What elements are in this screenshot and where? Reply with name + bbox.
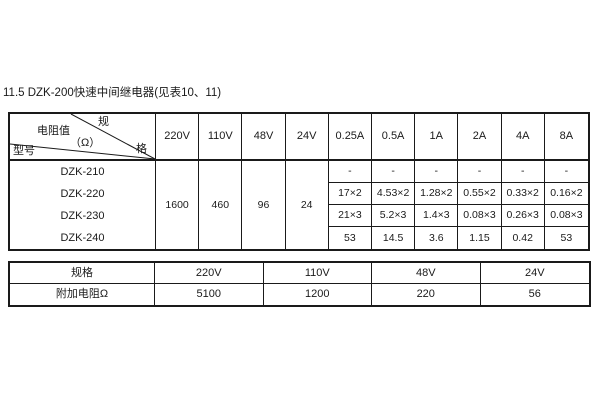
value-cell: 1.28×2	[415, 183, 459, 205]
model-column: DZK-210 DZK-220 DZK-230 DZK-240	[10, 161, 156, 249]
value-cell: -	[458, 161, 502, 183]
column-header-110v: 110V	[199, 114, 243, 161]
resistance-cell-48v: 220	[372, 284, 481, 305]
corner-header-cell: 规 格 电阻值 （Ω） 型号	[10, 114, 156, 161]
column-header-220v: 220V	[156, 114, 200, 161]
value-cell: -	[328, 161, 372, 183]
column-header-0-5a: 0.5A	[372, 114, 416, 161]
value-cell: -	[415, 161, 459, 183]
diagonal-lines	[10, 114, 155, 159]
resistance-cell-220v: 5100	[155, 284, 264, 305]
value-cell: 53	[329, 227, 372, 249]
corner-resistance-label: 电阻值	[37, 125, 70, 137]
column-header-1a: 1A	[415, 114, 459, 161]
spec-cell-24v: 24V	[480, 263, 589, 284]
value-cell: 1.15	[458, 227, 502, 249]
main-spec-table: 规 格 电阻值 （Ω） 型号 220V 110V 48V 24V 0.25A 0…	[8, 112, 590, 251]
value-cell: 21×3	[328, 205, 372, 227]
voltage-resistance-110v: 460	[199, 161, 243, 249]
corner-spec-char-2: 格	[136, 143, 147, 155]
value-cell: -	[501, 161, 545, 183]
spec-cell-110v: 110V	[263, 263, 372, 284]
spec-cell-220v: 220V	[155, 263, 264, 284]
value-cell: 53	[560, 231, 573, 244]
value-cell: 0.33×2	[501, 183, 545, 205]
value-cell: 0.16×2	[544, 183, 588, 205]
model-label-dzk-220: DZK-220	[60, 188, 105, 200]
value-cell: 0.26×3	[501, 205, 545, 227]
value-cell: 3.6	[415, 227, 459, 249]
resistance-cell-24v: 56	[528, 288, 541, 300]
corner-model-label: 型号	[13, 145, 35, 157]
column-header-0-25a: 0.25A	[328, 114, 372, 161]
resistance-cell-110v: 1200	[264, 284, 372, 305]
voltage-resistance-24v: 24	[286, 161, 329, 249]
value-cell: 17×2	[328, 183, 372, 205]
value-cell: 14.5	[372, 227, 416, 249]
section-title: 11.5 DZK-200快速中间继电器(见表10、11)	[3, 87, 222, 99]
corner-spec-char-1: 规	[98, 116, 109, 128]
column-header-2a: 2A	[458, 114, 502, 161]
value-cell: 0.08×3	[544, 205, 588, 227]
column-header-48v: 48V	[242, 114, 286, 161]
voltage-resistance-48v: 96	[242, 161, 286, 249]
model-label-dzk-240: DZK-240	[60, 232, 105, 244]
value-cell: -	[544, 161, 588, 183]
model-label-dzk-210: DZK-210	[60, 166, 105, 178]
voltage-resistance-220v: 1600	[156, 161, 200, 249]
value-cell: 1.4×3	[415, 205, 459, 227]
additional-resistance-table: 规格 220V 110V 48V 24V 附加电阻Ω 5100 1200 220…	[8, 261, 591, 307]
value-cell: 5.2×3	[372, 205, 416, 227]
value-cell: -	[372, 161, 416, 183]
column-header-4a: 4A	[501, 114, 545, 161]
corner-resistance-unit: （Ω）	[70, 137, 101, 149]
spec-row-label: 规格	[10, 263, 155, 284]
value-cell: 0.55×2	[458, 183, 502, 205]
value-cell: 0.42	[502, 227, 545, 249]
spec-cell-48v: 48V	[372, 263, 481, 284]
column-header-8a: 8A	[544, 114, 588, 161]
value-cell: 4.53×2	[372, 183, 416, 205]
value-cell: 0.08×3	[458, 205, 502, 227]
resistance-row-label: 附加电阻Ω	[10, 284, 155, 305]
column-header-24v: 24V	[285, 114, 329, 161]
model-label-dzk-230: DZK-230	[60, 210, 105, 222]
